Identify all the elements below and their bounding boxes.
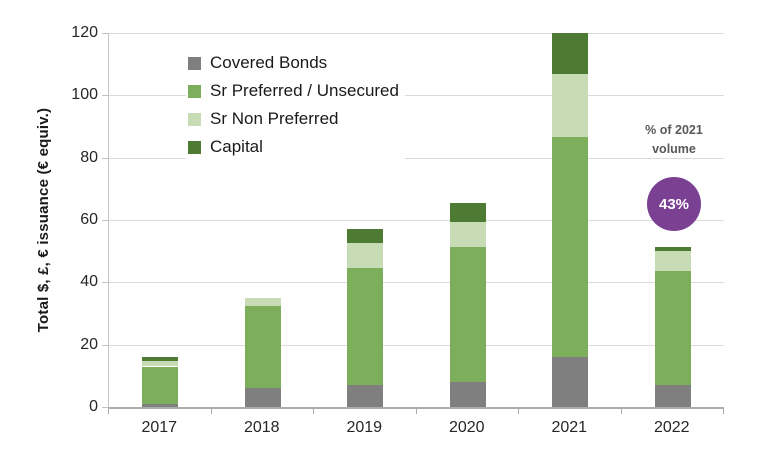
legend-swatch-icon [188, 84, 201, 98]
bar-segment-2019-sr-preferred-unsecured [347, 268, 384, 386]
x-tick-label-2021: 2021 [551, 419, 588, 436]
y-tick-mark-20 [102, 344, 108, 346]
bar-segment-2021-sr-non-preferred [552, 73, 589, 138]
gridline-120 [109, 33, 724, 34]
bar-segment-2021-sr-preferred-unsecured [552, 137, 589, 358]
plot-area: Covered Bonds Sr Preferred / Unsecured Sr … [108, 33, 724, 409]
bar-segment-2021-capital [552, 33, 589, 74]
x-tick-mark-0 [108, 409, 109, 414]
y-tick-label-0: 0 [89, 398, 98, 415]
bar-segment-2018-sr-preferred-unsecured [244, 305, 281, 389]
annotation-percent-of-2021: % of 2021 volume [628, 121, 720, 159]
legend-swatch-icon [188, 112, 201, 126]
bar-segment-2020-sr-preferred-unsecured [449, 246, 486, 383]
bar-segment-2019-covered-bonds [347, 385, 384, 407]
bar-segment-2022-sr-non-preferred [654, 251, 691, 272]
x-tick-label-2018: 2018 [243, 419, 280, 436]
legend-item-sr-non-preferred: Sr Non Preferred [188, 105, 399, 133]
bar-segment-2017-capital [142, 357, 179, 361]
x-tick-mark-2 [313, 409, 314, 414]
x-tick-mark-3 [415, 409, 417, 414]
y-tick-label-20: 20 [80, 335, 98, 353]
y-tick-label-80: 80 [80, 148, 98, 166]
legend-label: Sr Non Preferred [210, 109, 339, 128]
bar-segment-2022-covered-bonds [654, 385, 691, 407]
y-tick-label-120: 120 [71, 24, 98, 41]
y-tick-mark-60 [102, 220, 108, 221]
x-tick-mark-5 [620, 409, 622, 414]
legend-label: Sr Preferred / Unsecured [210, 81, 399, 100]
x-tick-mark-1 [210, 409, 212, 414]
legend-item-capital: Capital [188, 133, 399, 161]
annotation-line-2: volume [652, 142, 696, 156]
x-axis-labels: 2017 2018 2019 2020 2021 2022 [108, 419, 723, 443]
y-tick-label-40: 40 [80, 273, 98, 291]
bar-segment-2022-capital [654, 246, 691, 252]
x-tick-label-2020: 2020 [448, 419, 485, 436]
bar-segment-2019-sr-non-preferred [347, 243, 384, 269]
bar-segment-2017-covered-bonds [142, 403, 179, 407]
legend-label: Capital [210, 137, 263, 156]
bar-segment-2021-covered-bonds [552, 357, 589, 407]
x-tick-label-2017: 2017 [141, 419, 178, 436]
x-axis-tick-marks [108, 409, 724, 415]
legend-label: Covered Bonds [210, 53, 328, 72]
legend: Covered Bonds Sr Preferred / Unsecured Sr … [186, 47, 405, 163]
gridline-20 [109, 344, 724, 346]
bar-segment-2020-sr-non-preferred [449, 221, 486, 247]
legend-swatch-icon [188, 140, 201, 154]
y-tick-mark-0 [102, 407, 108, 408]
legend-item-sr-preferred-unsecured: Sr Preferred / Unsecured [188, 77, 399, 105]
bar-segment-2018-covered-bonds [244, 388, 281, 407]
legend-swatch-icon [188, 56, 201, 70]
y-tick-mark-100 [102, 95, 108, 97]
gridline-40 [109, 282, 724, 284]
bar-segment-2022-sr-preferred-unsecured [654, 271, 691, 386]
gridline-100 [109, 95, 724, 97]
gridline-60 [109, 220, 724, 221]
annotation-line-1: % of 2021 [645, 123, 703, 137]
legend-item-covered-bonds: Covered Bonds [188, 49, 399, 77]
gridline-80 [109, 157, 724, 159]
y-axis-tick-labels: 0 20 40 60 80 100 120 [0, 24, 98, 415]
x-tick-label-2022: 2022 [653, 419, 690, 436]
bar-segment-2019-capital [347, 229, 384, 244]
y-tick-mark-120 [102, 33, 108, 34]
x-tick-mark-4 [518, 409, 519, 414]
y-tick-label-100: 100 [71, 86, 98, 104]
percentage-badge: 43% [647, 177, 701, 231]
y-tick-mark-80 [102, 157, 108, 159]
bar-segment-2017-sr-preferred-unsecured [142, 366, 179, 404]
bar-segment-2020-capital [449, 202, 486, 222]
percentage-badge-value: 43% [658, 195, 690, 213]
bar-segment-2018-sr-non-preferred [244, 297, 281, 306]
y-tick-mark-40 [102, 282, 108, 284]
bar-segment-2020-covered-bonds [449, 382, 486, 407]
bar-segment-2017-sr-non-preferred [142, 360, 179, 367]
x-tick-mark-6 [723, 409, 724, 414]
x-tick-label-2019: 2019 [346, 419, 383, 436]
y-axis-tick-marks [102, 33, 108, 408]
y-tick-label-60: 60 [80, 211, 98, 228]
